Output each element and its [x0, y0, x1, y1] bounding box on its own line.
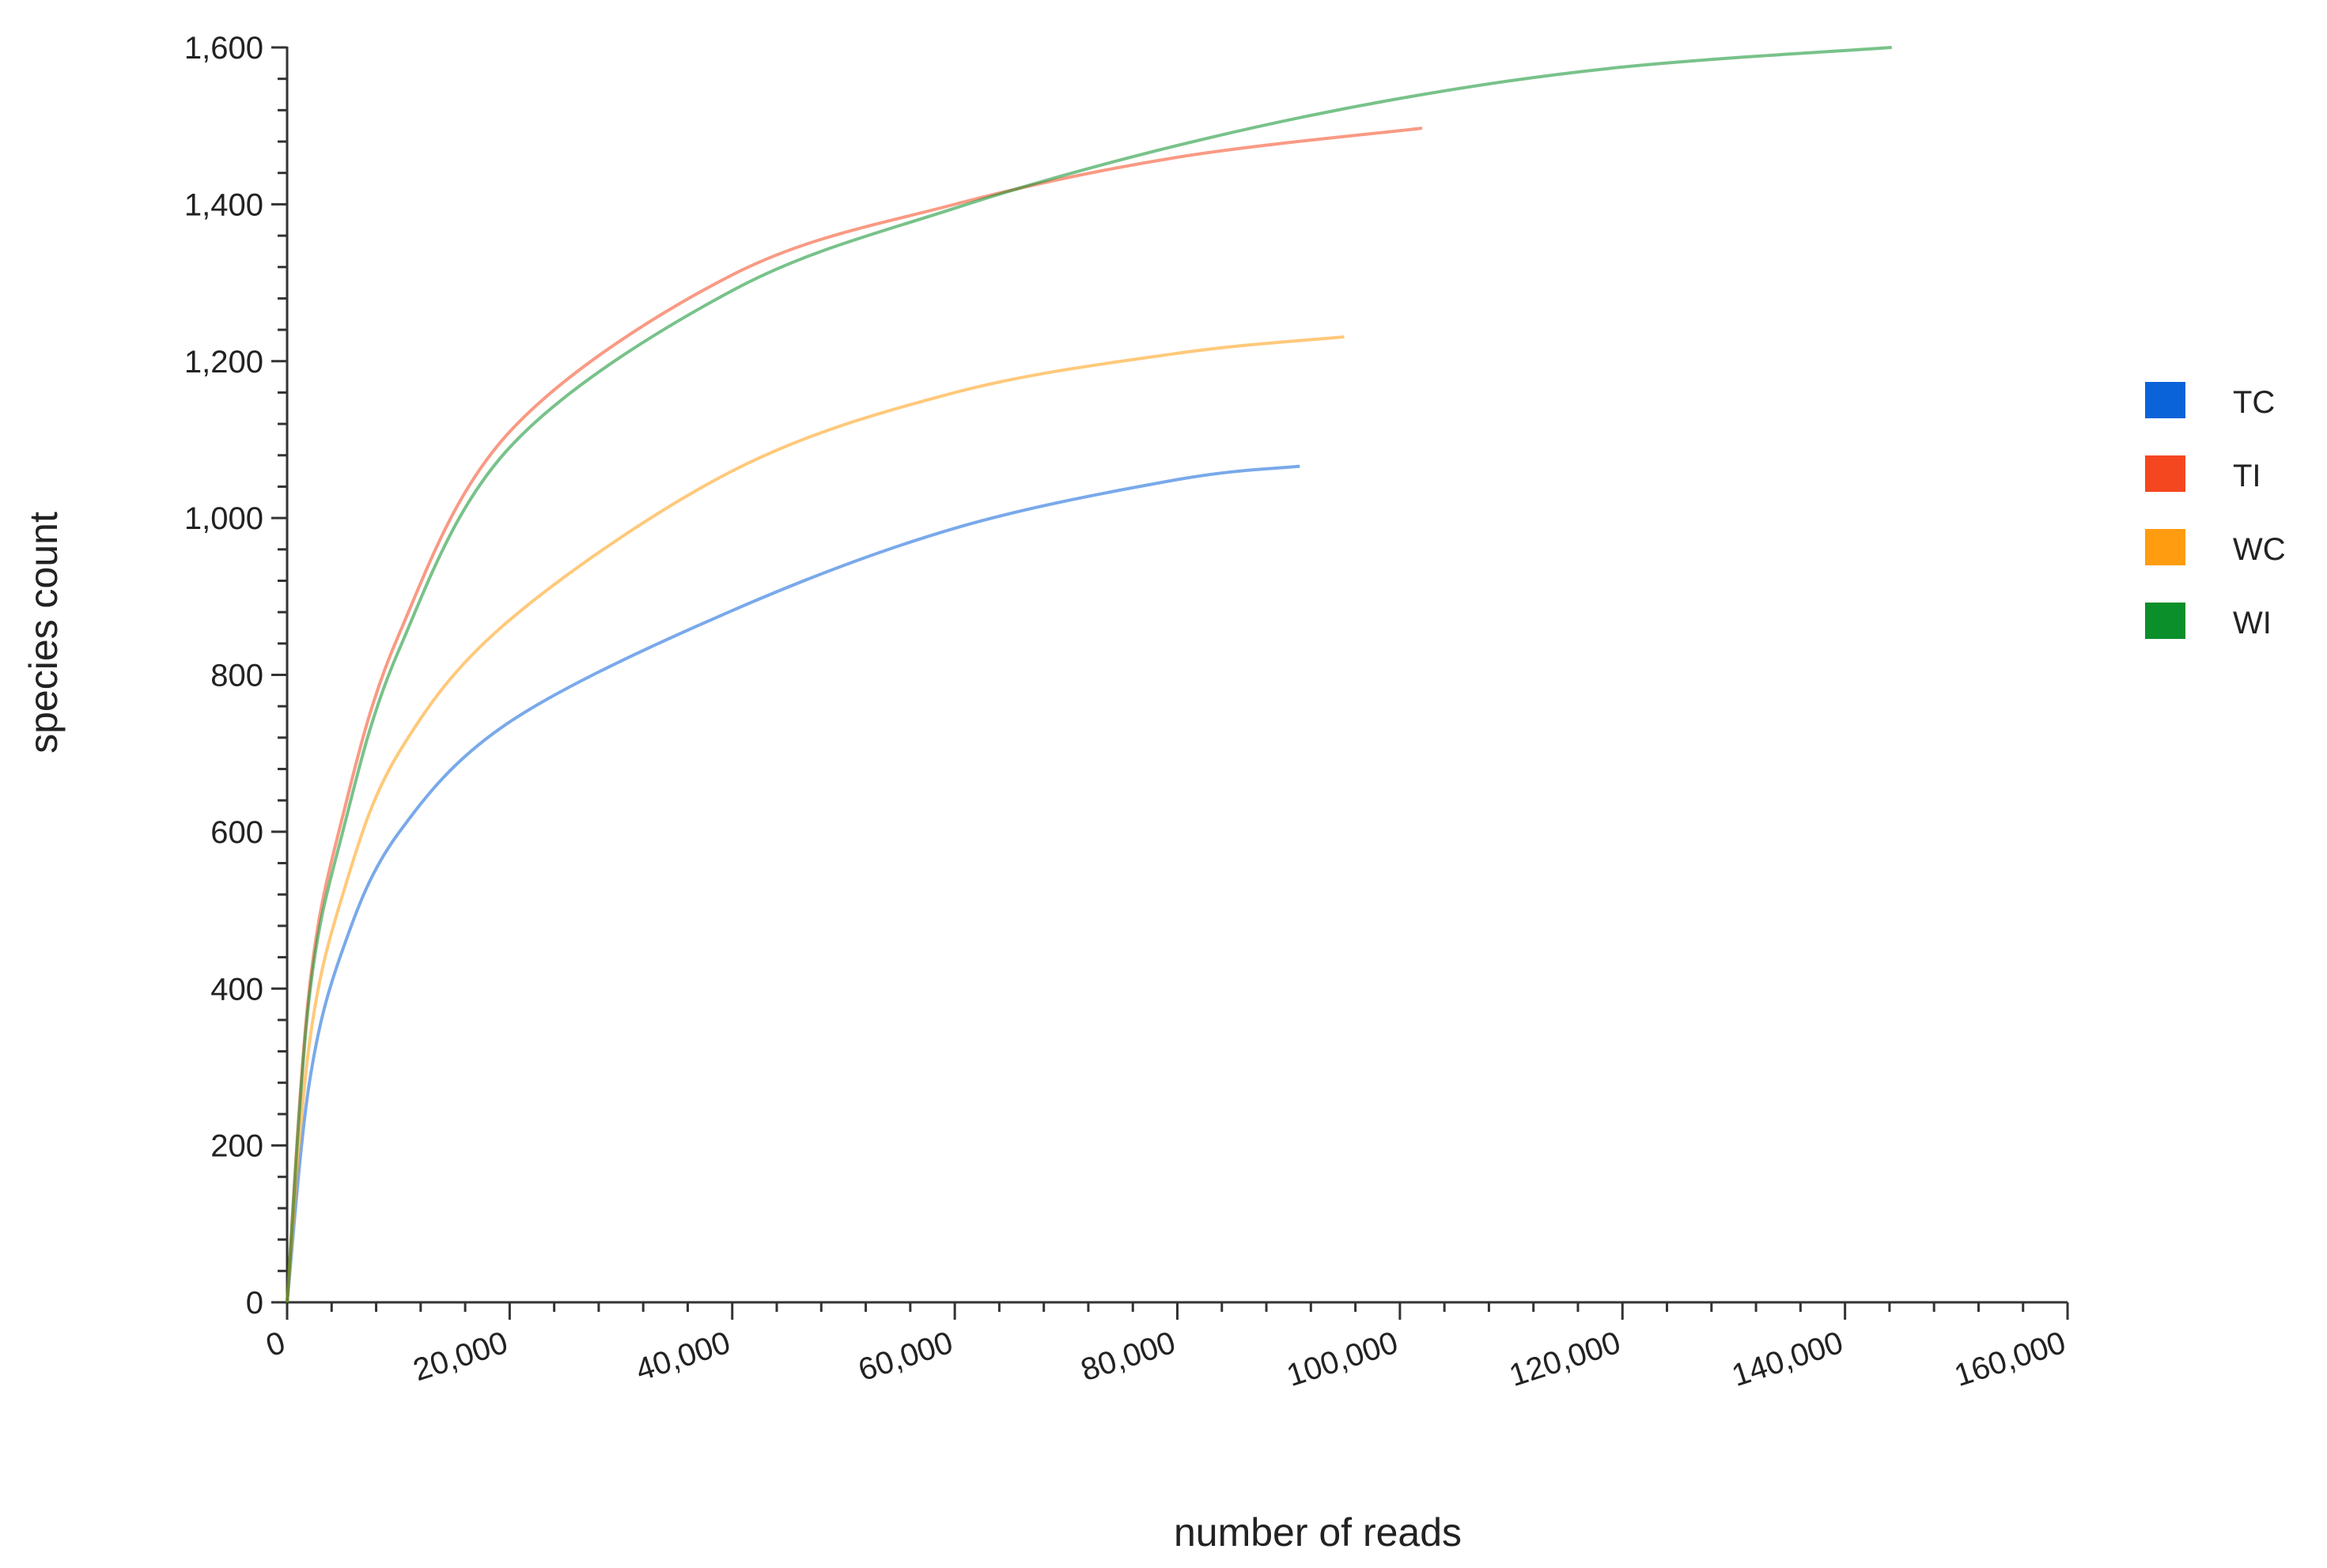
legend-label: WC: [2233, 532, 2286, 567]
y-axis-title: species count: [21, 512, 66, 754]
y-tick-label: 0: [246, 1286, 263, 1321]
y-tick-label: 800: [210, 659, 263, 693]
x-tick-label: 80,000: [1076, 1325, 1179, 1389]
x-tick-label: 40,000: [632, 1325, 735, 1389]
x-tick-label: 20,000: [409, 1325, 512, 1389]
x-tick-label: 0: [262, 1325, 289, 1364]
series-line: [286, 127, 1423, 1303]
x-tick-label: 60,000: [854, 1325, 957, 1389]
legend-label: TI: [2233, 459, 2261, 493]
y-tick-label: 400: [210, 972, 263, 1007]
series-line: [286, 335, 1345, 1303]
x-tick-label: 100,000: [1283, 1325, 1402, 1394]
x-tick-label: 140,000: [1727, 1325, 1847, 1394]
y-tick-label: 200: [210, 1129, 263, 1164]
y-tick-label: 1,400: [184, 187, 263, 222]
x-tick-label: 160,000: [1951, 1325, 2070, 1394]
y-tick-label: 1,000: [184, 501, 263, 536]
y-tick-label: 600: [210, 815, 263, 850]
legend-swatch: [2145, 455, 2185, 492]
legend-label: TC: [2233, 385, 2275, 420]
legend-swatch: [2145, 529, 2185, 565]
legend-label: WI: [2233, 606, 2272, 640]
y-tick-label: 1,600: [184, 31, 263, 66]
y-tick-label: 1,200: [184, 345, 263, 380]
legend-swatch: [2145, 382, 2185, 418]
legend-swatch: [2145, 603, 2185, 639]
x-axis-title: number of reads: [1174, 1510, 1462, 1555]
series-line: [286, 464, 1300, 1303]
series-line: [286, 46, 1892, 1303]
x-tick-label: 120,000: [1505, 1325, 1625, 1394]
